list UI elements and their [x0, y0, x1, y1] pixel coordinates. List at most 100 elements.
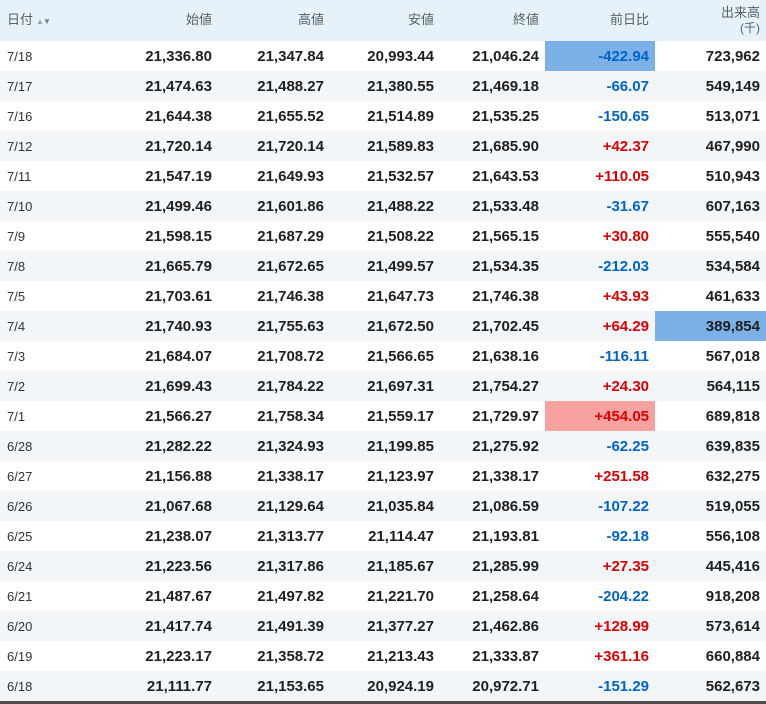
date-cell: 7/18	[7, 48, 33, 64]
close-cell: 20,972.71	[472, 677, 539, 695]
volume-cell: 689,818	[705, 407, 760, 425]
table-row: 7/1 21,566.27 21,758.34 21,559.17 21,729.97 +…	[0, 401, 766, 431]
table-row: 7/16 21,644.38 21,655.52 21,514.89 21,535.25…	[0, 101, 766, 131]
table-row: 6/20 21,417.74 21,491.39 21,377.27 21,462.86…	[0, 611, 766, 641]
column-header-date-label: 日付	[7, 12, 34, 28]
table-row: 7/10 21,499.46 21,601.86 21,488.22 21,533.48…	[0, 191, 766, 221]
table-row: 7/17 21,474.63 21,488.27 21,380.55 21,469.18…	[0, 71, 766, 101]
change-cell: -62.25	[606, 437, 649, 455]
low-cell: 21,185.67	[367, 557, 434, 575]
column-header-low[interactable]: 安値	[330, 0, 440, 41]
sort-asc-icon[interactable]: ▲	[36, 17, 44, 27]
table-row: 6/26 21,067.68 21,129.64 21,035.84 21,086.59…	[0, 491, 766, 521]
table-row: 6/24 21,223.56 21,317.86 21,185.67 21,285.99…	[0, 551, 766, 581]
change-cell: +361.16	[594, 647, 649, 665]
high-cell: 21,153.65	[257, 677, 324, 695]
open-cell: 21,067.68	[145, 497, 212, 515]
open-cell: 21,474.63	[145, 77, 212, 95]
open-cell: 21,740.93	[145, 317, 212, 335]
change-cell: -92.18	[606, 527, 649, 545]
change-cell: +128.99	[594, 617, 649, 635]
close-cell: 21,285.99	[472, 557, 539, 575]
change-cell: +27.35	[602, 557, 649, 575]
date-cell: 7/2	[7, 378, 26, 394]
date-cell: 7/16	[7, 108, 33, 124]
close-cell: 21,275.92	[472, 437, 539, 455]
table-row: 6/28 21,282.22 21,324.93 21,199.85 21,275.92…	[0, 431, 766, 461]
open-cell: 21,499.46	[145, 197, 212, 215]
date-cell: 7/3	[7, 348, 26, 364]
column-header-high[interactable]: 高値	[218, 0, 330, 41]
volume-cell: 660,884	[705, 647, 760, 665]
close-cell: 21,258.64	[472, 587, 539, 605]
high-cell: 21,720.14	[257, 137, 324, 155]
volume-cell: 513,071	[705, 107, 760, 125]
high-cell: 21,488.27	[257, 77, 324, 95]
low-cell: 20,924.19	[367, 677, 434, 695]
table-row: 7/18 21,336.80 21,347.84 20,993.44 21,046.24…	[0, 41, 766, 71]
low-cell: 21,213.43	[367, 647, 434, 665]
open-cell: 21,238.07	[145, 527, 212, 545]
high-cell: 21,358.72	[257, 647, 324, 665]
table-row: 6/18 21,111.77 21,153.65 20,924.19 20,972.71…	[0, 671, 766, 701]
table-row: 7/4 21,740.93 21,755.63 21,672.50 21,702.45 +…	[0, 311, 766, 341]
open-cell: 21,282.22	[145, 437, 212, 455]
table-row: 7/5 21,703.61 21,746.38 21,647.73 21,746.38 +…	[0, 281, 766, 311]
table-row: 7/11 21,547.19 21,649.93 21,532.57 21,643.53…	[0, 161, 766, 191]
column-header-volume-unit: (千)	[740, 20, 760, 35]
sort-desc-icon[interactable]: ▼	[42, 17, 51, 27]
high-cell: 21,755.63	[257, 317, 324, 335]
close-cell: 21,754.27	[472, 377, 539, 395]
volume-cell: 555,540	[705, 227, 760, 245]
table-row: 7/8 21,665.79 21,672.65 21,499.57 21,534.35 -…	[0, 251, 766, 281]
change-cell: -116.11	[599, 347, 649, 365]
table-row: 6/19 21,223.17 21,358.72 21,213.43 21,333.87…	[0, 641, 766, 671]
date-cell: 6/18	[7, 678, 33, 694]
change-cell: +64.29	[602, 317, 649, 335]
low-cell: 21,221.70	[367, 587, 434, 605]
table-header-row: 日付 ▲▼ 始値 高値 安値 終値 前日比 出来高 (千)	[0, 0, 766, 41]
column-header-change[interactable]: 前日比	[545, 0, 655, 41]
close-cell: 21,333.87	[472, 647, 539, 665]
close-cell: 21,746.38	[472, 287, 539, 305]
column-header-date[interactable]: 日付 ▲▼	[0, 0, 70, 41]
table-row: 6/25 21,238.07 21,313.77 21,114.47 21,193.81…	[0, 521, 766, 551]
volume-cell: 607,163	[705, 197, 760, 215]
close-cell: 21,193.81	[472, 527, 539, 545]
open-cell: 21,336.80	[145, 47, 212, 65]
high-cell: 21,317.86	[257, 557, 324, 575]
low-cell: 21,380.55	[367, 77, 434, 95]
date-cell: 6/24	[7, 558, 33, 574]
volume-cell: 389,854	[655, 311, 766, 341]
open-cell: 21,720.14	[145, 137, 212, 155]
date-cell: 7/11	[7, 168, 32, 184]
column-header-open[interactable]: 始値	[70, 0, 218, 41]
table-body: 7/18 21,336.80 21,347.84 20,993.44 21,046.24…	[0, 41, 766, 701]
close-cell: 21,729.97	[472, 407, 539, 425]
volume-cell: 461,633	[705, 287, 760, 305]
column-header-close[interactable]: 終値	[440, 0, 545, 41]
table-row: 6/27 21,156.88 21,338.17 21,123.97 21,338.17…	[0, 461, 766, 491]
volume-cell: 556,108	[705, 527, 760, 545]
change-cell: -66.07	[606, 77, 649, 95]
date-cell: 7/9	[7, 228, 26, 244]
change-cell: +42.37	[602, 137, 649, 155]
low-cell: 21,566.65	[367, 347, 434, 365]
change-cell: +24.30	[602, 377, 649, 395]
open-cell: 21,223.17	[145, 647, 212, 665]
low-cell: 20,993.44	[367, 47, 434, 65]
close-cell: 21,533.48	[472, 197, 539, 215]
volume-cell: 723,962	[705, 47, 760, 65]
volume-cell: 549,149	[705, 77, 760, 95]
table-row: 7/12 21,720.14 21,720.14 21,589.83 21,685.90…	[0, 131, 766, 161]
change-cell: +43.93	[602, 287, 649, 305]
open-cell: 21,547.19	[145, 167, 212, 185]
date-cell: 6/20	[7, 618, 33, 634]
change-cell: +30.80	[602, 227, 649, 245]
open-cell: 21,644.38	[145, 107, 212, 125]
high-cell: 21,324.93	[257, 437, 324, 455]
open-cell: 21,417.74	[145, 617, 212, 635]
column-header-volume[interactable]: 出来高 (千)	[655, 0, 766, 41]
low-cell: 21,697.31	[367, 377, 434, 395]
